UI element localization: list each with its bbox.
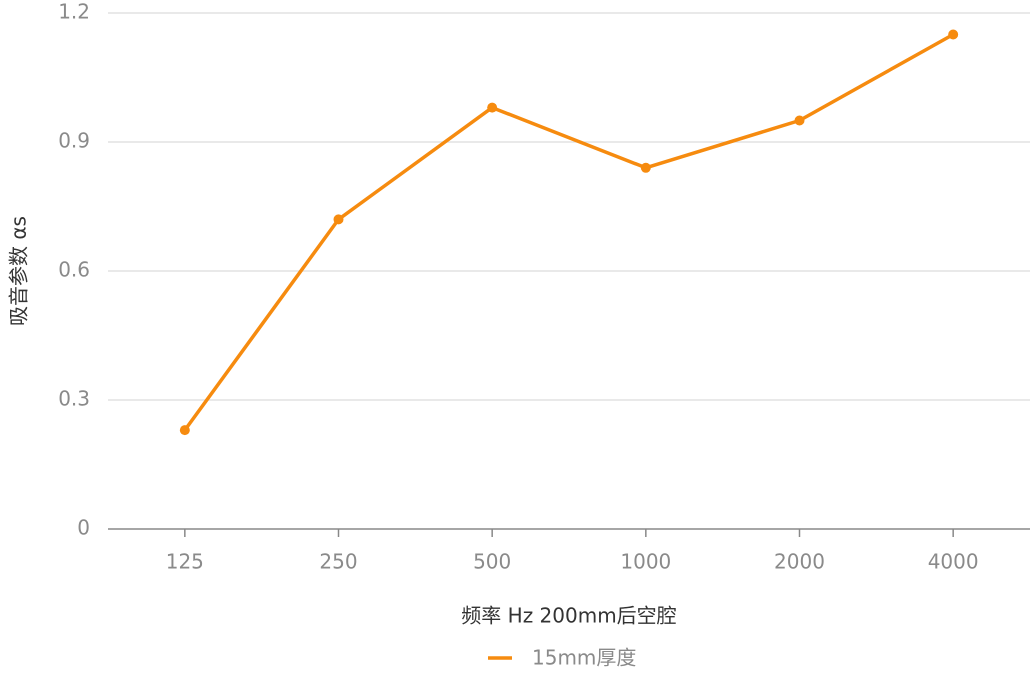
y-axis-title: 吸音参数 αs [7, 216, 31, 326]
series-line [183, 32, 955, 432]
y-tick-label: 0.3 [58, 387, 90, 411]
x-tick-label: 125 [166, 550, 204, 574]
point [640, 162, 651, 173]
x-tick-label: 4000 [928, 550, 979, 574]
y-tick-label: 1.2 [58, 0, 90, 24]
point [948, 29, 959, 40]
y-tick-label: 0.6 [58, 258, 90, 282]
point [333, 214, 344, 225]
point [487, 102, 498, 113]
x-axis-title: 频率 Hz 200mm后空腔 [461, 604, 676, 628]
x-tick-label: 2000 [774, 550, 825, 574]
legend-label: 15mm厚度 [532, 646, 636, 670]
x-tick-label: 1000 [620, 550, 671, 574]
y-tick-label: 0 [77, 516, 90, 540]
y-tick-label: 0.9 [58, 129, 90, 153]
x-tick-label: 500 [473, 550, 511, 574]
x-tick-label: 250 [319, 550, 357, 574]
point [179, 425, 190, 436]
point [794, 115, 805, 126]
